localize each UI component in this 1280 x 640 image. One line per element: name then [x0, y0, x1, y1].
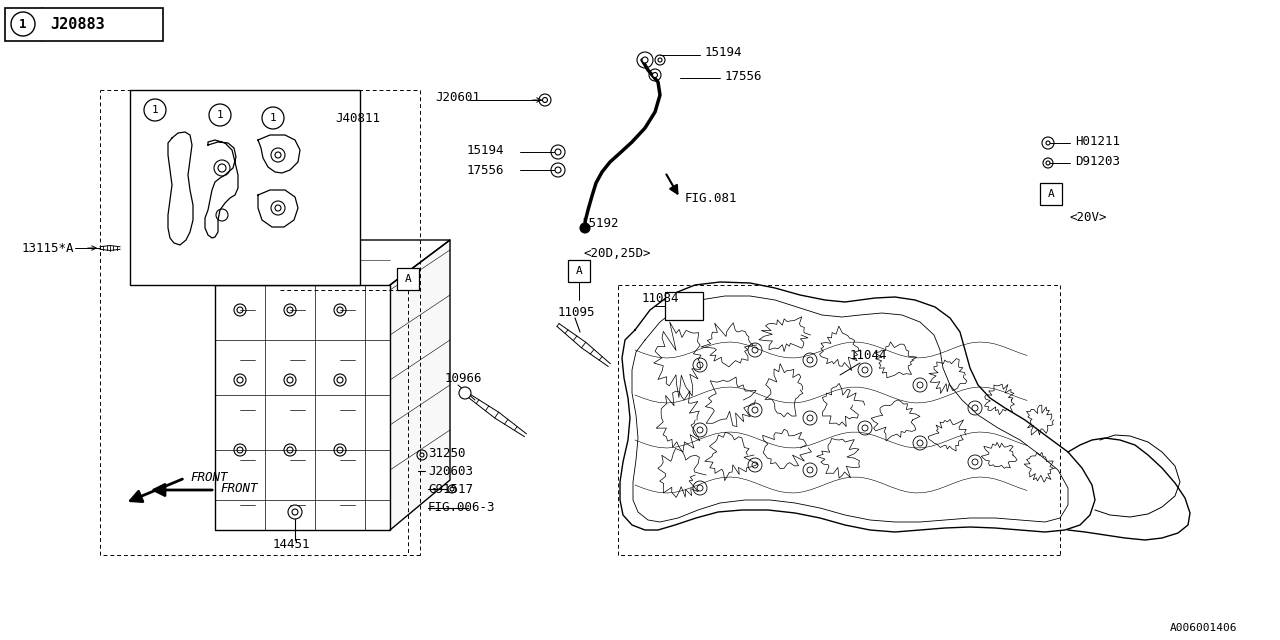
Text: FRONT: FRONT: [220, 481, 257, 495]
Circle shape: [460, 387, 471, 399]
Text: G91517: G91517: [428, 483, 474, 495]
Text: J40811: J40811: [335, 111, 380, 125]
Text: FIG.006-3: FIG.006-3: [428, 500, 495, 513]
Bar: [568, 260, 590, 282]
Text: 17556: 17556: [724, 70, 763, 83]
Text: 15194: 15194: [467, 143, 504, 157]
Circle shape: [556, 167, 561, 173]
Text: H01211: H01211: [1075, 134, 1120, 147]
Text: <20D,25D>: <20D,25D>: [582, 246, 650, 259]
Circle shape: [653, 72, 658, 77]
Text: 17556: 17556: [467, 163, 504, 177]
Polygon shape: [259, 190, 298, 227]
Polygon shape: [168, 132, 193, 245]
Text: 1: 1: [216, 110, 224, 120]
Text: 10966: 10966: [445, 371, 483, 385]
Text: 31250: 31250: [428, 447, 466, 460]
Circle shape: [580, 223, 590, 233]
Bar: [666, 292, 703, 320]
Text: A006001406: A006001406: [1170, 623, 1238, 633]
Polygon shape: [259, 135, 300, 173]
Circle shape: [288, 505, 302, 519]
Polygon shape: [390, 240, 451, 530]
Text: A: A: [576, 266, 582, 276]
Text: 15192: 15192: [582, 216, 620, 230]
Text: A: A: [404, 274, 411, 284]
Polygon shape: [205, 140, 238, 238]
Text: A: A: [1047, 189, 1055, 199]
Circle shape: [556, 149, 561, 155]
Circle shape: [658, 58, 662, 62]
Bar: [131, 90, 360, 285]
Text: 1: 1: [151, 105, 159, 115]
Text: FRONT: FRONT: [189, 470, 228, 483]
Text: 1: 1: [270, 113, 276, 123]
Text: J20603: J20603: [428, 465, 474, 477]
Circle shape: [1046, 161, 1050, 165]
Bar: [5, 8, 163, 41]
Circle shape: [543, 97, 548, 102]
Text: J20601: J20601: [435, 90, 480, 104]
Polygon shape: [215, 285, 390, 530]
Polygon shape: [215, 240, 451, 285]
Bar: [397, 268, 419, 290]
Polygon shape: [620, 282, 1094, 532]
Text: D91203: D91203: [1075, 154, 1120, 168]
Bar: [1039, 183, 1062, 205]
Circle shape: [643, 57, 648, 63]
Text: FIG.081: FIG.081: [685, 191, 737, 205]
Circle shape: [1046, 141, 1050, 145]
Text: 11044: 11044: [850, 349, 887, 362]
Circle shape: [420, 453, 424, 457]
Text: J20883: J20883: [50, 17, 105, 31]
Text: 13115*A: 13115*A: [22, 241, 74, 255]
Text: 11084: 11084: [643, 291, 680, 305]
Text: 1: 1: [19, 17, 27, 31]
Text: <20V>: <20V>: [1070, 211, 1107, 223]
Circle shape: [448, 485, 456, 493]
Text: 14451: 14451: [273, 538, 311, 552]
Text: 11095: 11095: [558, 305, 595, 319]
Text: 15194: 15194: [705, 45, 742, 58]
